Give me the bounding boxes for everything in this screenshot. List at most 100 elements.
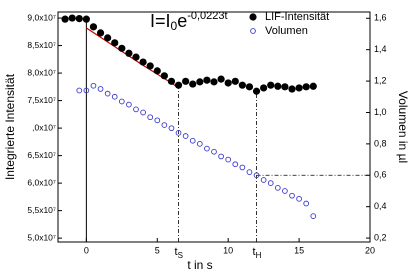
data-point <box>274 184 281 191</box>
y-tick-label: 6,5x10⁷ <box>27 150 56 160</box>
data-point <box>218 153 224 160</box>
data-point <box>125 49 133 57</box>
y2-tick-label: 0,2 <box>374 232 387 242</box>
data-point <box>210 78 218 86</box>
data-point <box>253 172 260 179</box>
data-point <box>133 106 139 113</box>
data-point <box>182 77 190 85</box>
y-tick-label: 5,0x10⁷ <box>27 232 56 242</box>
data-point <box>139 58 147 66</box>
data-point <box>132 53 140 61</box>
y2-axis-label: Volumen in µl <box>396 91 410 163</box>
y-tick-label: ,0x10⁷ <box>32 122 56 132</box>
legend-label: Volumen <box>265 25 308 37</box>
y-tick-label: 7,5x10⁷ <box>27 95 56 105</box>
data-point <box>147 114 154 121</box>
data-point <box>203 76 211 84</box>
y2-tick-label: 1,6 <box>374 13 387 23</box>
data-point <box>175 130 182 136</box>
data-point <box>267 81 275 89</box>
data-point <box>281 83 289 91</box>
y2-tick-label: 1,4 <box>374 44 387 54</box>
x-tick-label: 10 <box>223 245 233 255</box>
data-point <box>61 15 69 23</box>
data-point <box>246 169 253 175</box>
equation-part: e <box>177 11 187 31</box>
y2-tick-label: 1,0 <box>374 107 387 117</box>
data-point <box>231 77 239 85</box>
data-point <box>224 79 232 87</box>
data-point <box>289 192 295 199</box>
y2-tick-label: 0,8 <box>374 138 387 148</box>
y-tick-label: 9,0x10⁷ <box>27 12 56 22</box>
data-point <box>104 90 111 97</box>
data-point <box>146 62 154 70</box>
data-point <box>252 87 261 95</box>
data-point <box>104 34 112 42</box>
data-point <box>182 133 189 139</box>
data-point <box>189 80 197 88</box>
y-tick-label: 8,0x10⁷ <box>27 67 56 77</box>
marker-label-part: t <box>175 246 178 258</box>
data-point <box>167 77 176 85</box>
data-point <box>111 39 119 47</box>
data-point <box>211 148 217 155</box>
y-axis-label: Integrierte Intensität <box>3 73 17 180</box>
data-point <box>82 15 90 23</box>
y2-tick-label: 1,2 <box>374 75 387 85</box>
legend-marker <box>250 28 256 34</box>
data-point <box>245 83 254 91</box>
data-point <box>174 81 183 89</box>
data-point <box>90 82 97 89</box>
y-tick-label: 5,5x10⁷ <box>27 205 56 215</box>
data-point <box>303 200 310 207</box>
data-point <box>196 78 204 86</box>
data-point <box>310 213 317 219</box>
data-point <box>295 84 303 92</box>
data-point <box>302 83 310 91</box>
legend-marker <box>249 13 257 21</box>
y-tick-label: 6,0x10⁷ <box>27 177 56 187</box>
data-point <box>282 188 288 194</box>
data-point <box>160 72 168 80</box>
y-tick-label: 8,5x10⁷ <box>27 40 56 50</box>
y2-tick-label: 0,6 <box>374 170 387 180</box>
data-point <box>154 117 161 124</box>
y2-tick-label: 0,4 <box>374 201 387 211</box>
data-point <box>196 141 203 147</box>
data-point <box>118 44 126 52</box>
data-point <box>260 177 267 183</box>
data-point <box>140 109 146 116</box>
data-point <box>168 125 175 132</box>
data-point <box>89 23 98 31</box>
data-point <box>126 101 132 108</box>
data-point <box>274 82 282 90</box>
marker-label-part: t <box>253 246 256 258</box>
x-axis-label: t in s <box>187 258 212 270</box>
data-point <box>225 156 232 163</box>
data-point <box>260 84 268 92</box>
x-tick-label: 15 <box>294 245 304 255</box>
data-point <box>267 180 274 186</box>
data-point <box>288 85 296 93</box>
equation: I=I0e-0,0223t <box>150 10 228 33</box>
data-point <box>68 14 76 22</box>
equation-part: I=I <box>150 11 171 31</box>
data-point <box>153 67 161 75</box>
plot-frame <box>57 11 371 243</box>
data-point <box>239 164 246 171</box>
x-tick-label: 5 <box>155 245 160 255</box>
equation-part: -0,0223t <box>187 10 227 22</box>
data-point <box>232 161 239 168</box>
data-point <box>97 86 104 92</box>
data-point <box>96 29 105 37</box>
data-point <box>75 15 83 23</box>
data-point <box>217 75 225 83</box>
data-point <box>161 122 168 128</box>
data-point <box>118 98 125 105</box>
data-point <box>83 87 90 94</box>
marker-label: tS <box>175 246 183 260</box>
data-point <box>204 145 210 152</box>
marker-label-part: S <box>178 251 183 260</box>
